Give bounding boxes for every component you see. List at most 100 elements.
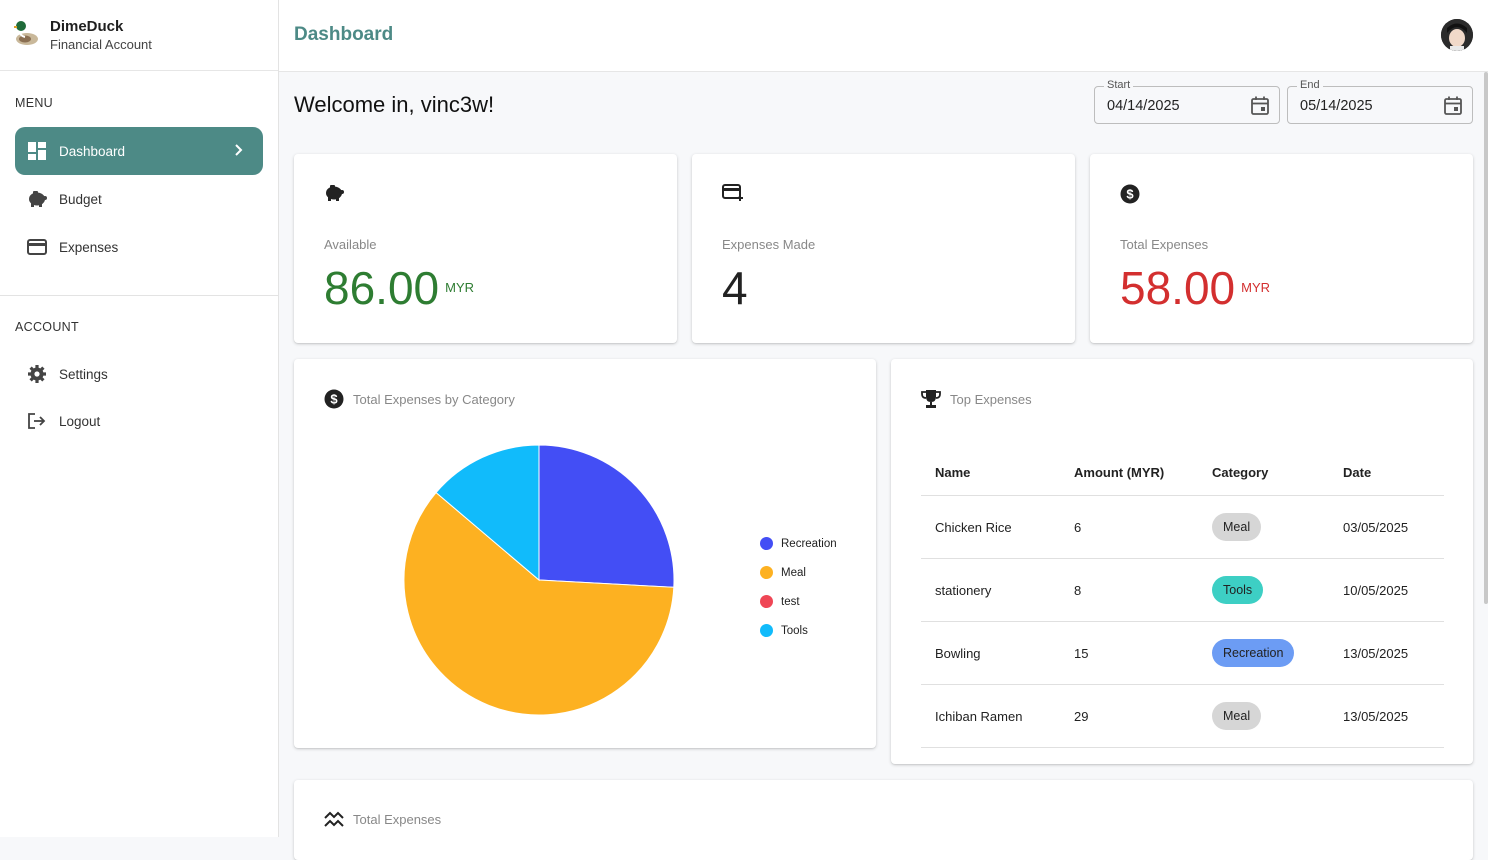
expense-amount: 15 xyxy=(1060,621,1198,685)
top-expenses-card: Top Expenses Name Amount (MYR) Category … xyxy=(891,359,1473,764)
expenses-by-category-card: $ Total Expenses by Category Recreation M… xyxy=(294,359,876,748)
sidebar-item-dashboard[interactable]: Dashboard xyxy=(15,127,263,175)
total-expenses-value-row: 58.00 MYR xyxy=(1120,262,1270,314)
piggy-bank-icon xyxy=(324,184,344,207)
available-value: 86.00 xyxy=(324,262,440,314)
pie-slice-meal[interactable] xyxy=(403,491,675,716)
legend-item-test[interactable]: test xyxy=(760,587,837,616)
column-header-name[interactable]: Name xyxy=(921,449,1060,496)
column-header-amount[interactable]: Amount (MYR) xyxy=(1060,449,1198,496)
column-header-date[interactable]: Date xyxy=(1329,449,1444,496)
legend-label: Tools xyxy=(781,624,808,637)
expense-name: Chicken Rice xyxy=(921,495,1060,559)
brand-name: DimeDuck xyxy=(50,18,124,35)
dollar-circle-icon: $ xyxy=(324,389,344,409)
trend-card-title: Total Expenses xyxy=(353,811,442,827)
top-expenses-title: Top Expenses xyxy=(950,391,1032,407)
top-expenses-header: Top Expenses xyxy=(921,389,1032,409)
pie-slice-recreation[interactable] xyxy=(538,444,675,588)
table-row[interactable]: stationery 8 Tools 10/05/2025 xyxy=(921,558,1444,622)
duck-logo-icon xyxy=(13,18,40,53)
end-date-label: End xyxy=(1297,79,1323,91)
legend-swatch xyxy=(760,595,773,608)
expense-date: 13/05/2025 xyxy=(1329,621,1444,685)
dashboard-icon xyxy=(27,141,47,161)
expense-date: 13/05/2025 xyxy=(1329,684,1444,748)
legend-item-tools[interactable]: Tools xyxy=(760,616,837,645)
column-header-category[interactable]: Category xyxy=(1198,449,1329,496)
legend-swatch xyxy=(760,624,773,637)
available-unit: MYR xyxy=(445,280,475,295)
trend-line-icon xyxy=(324,810,344,828)
sidebar: DimeDuck Financial Account MENU Dashboar… xyxy=(0,0,279,837)
pie-slice-tools[interactable] xyxy=(435,444,540,582)
piggy-bank-icon xyxy=(27,189,47,209)
table-row[interactable]: Chicken Rice 6 Meal 03/05/2025 xyxy=(921,495,1444,559)
account-section-title: ACCOUNT xyxy=(15,320,79,334)
category-chip: Meal xyxy=(1212,513,1262,541)
calendar-icon[interactable] xyxy=(1251,96,1269,120)
logout-icon xyxy=(27,411,47,431)
legend-swatch xyxy=(760,566,773,579)
legend-label: test xyxy=(781,595,800,608)
sidebar-item-label: Budget xyxy=(59,191,102,207)
end-date-field[interactable]: End 05/14/2025 xyxy=(1287,79,1473,124)
expense-name: stationery xyxy=(921,558,1060,622)
sidebar-item-budget[interactable]: Budget xyxy=(15,175,263,223)
legend-swatch xyxy=(760,537,773,550)
start-date-value[interactable]: 04/14/2025 xyxy=(1107,98,1180,114)
top-expenses-table: Name Amount (MYR) Category Date Chicken … xyxy=(921,449,1444,748)
table-row[interactable]: Ichiban Ramen 29 Meal 13/05/2025 xyxy=(921,684,1444,748)
legend-label: Meal xyxy=(781,566,806,579)
pie-card-header: $ Total Expenses by Category xyxy=(324,389,515,409)
sidebar-item-label: Expenses xyxy=(59,239,119,255)
expense-amount: 8 xyxy=(1060,558,1198,622)
start-date-field[interactable]: Start 04/14/2025 xyxy=(1094,79,1280,124)
sidebar-item-expenses[interactable]: Expenses xyxy=(15,223,263,271)
sidebar-item-label: Settings xyxy=(59,366,108,382)
brand-subtitle: Financial Account xyxy=(50,37,152,52)
sidebar-item-settings[interactable]: Settings xyxy=(15,350,263,398)
top-bar: Dashboard xyxy=(279,0,1488,72)
expense-amount: 6 xyxy=(1060,495,1198,559)
sidebar-item-logout[interactable]: Logout xyxy=(15,397,263,445)
expense-date: 10/05/2025 xyxy=(1329,558,1444,622)
total-expenses-unit: MYR xyxy=(1241,280,1271,295)
chevron-right-icon xyxy=(229,141,247,162)
brand: DimeDuck Financial Account xyxy=(0,0,278,71)
expenses-made-card: Expenses Made 4 xyxy=(692,154,1075,343)
legend-item-recreation[interactable]: Recreation xyxy=(760,529,837,558)
category-chip: Recreation xyxy=(1212,639,1295,667)
total-expenses-card: $ Total Expenses 58.00 MYR xyxy=(1090,154,1473,343)
end-date-value[interactable]: 05/14/2025 xyxy=(1300,98,1373,114)
expenses-made-label: Expenses Made xyxy=(722,237,816,252)
category-chip: Tools xyxy=(1212,576,1264,604)
sidebar-item-label: Dashboard xyxy=(59,143,126,159)
sidebar-item-label: Logout xyxy=(59,413,101,429)
welcome-message: Welcome in, vinc3w! xyxy=(294,92,495,117)
legend-item-meal[interactable]: Meal xyxy=(760,558,837,587)
expense-date: 03/05/2025 xyxy=(1329,495,1444,559)
dollar-circle-icon: $ xyxy=(1120,184,1140,209)
expense-name: Bowling xyxy=(921,621,1060,685)
expense-amount: 29 xyxy=(1060,684,1198,748)
table-header-row: Name Amount (MYR) Category Date xyxy=(921,449,1444,496)
gear-icon xyxy=(27,364,47,384)
total-expenses-trend-card: Total Expenses xyxy=(294,780,1473,860)
table-row[interactable]: Bowling 15 Recreation 13/05/2025 xyxy=(921,621,1444,685)
expenses-made-value: 4 xyxy=(722,262,748,314)
available-label: Available xyxy=(324,237,377,252)
available-value-row: 86.00 MYR xyxy=(324,262,474,314)
calendar-icon[interactable] xyxy=(1444,96,1462,120)
trophy-icon xyxy=(921,389,941,409)
start-date-label: Start xyxy=(1104,79,1134,91)
available-card: Available 86.00 MYR xyxy=(294,154,677,343)
avatar[interactable] xyxy=(1441,19,1473,51)
credit-card-plus-icon xyxy=(722,184,744,207)
svg-text:$: $ xyxy=(330,392,338,407)
expense-name: Ichiban Ramen xyxy=(921,684,1060,748)
legend-label: Recreation xyxy=(781,537,837,550)
category-chip: Meal xyxy=(1212,702,1262,730)
menu-section-title: MENU xyxy=(15,96,54,110)
page-scrollbar[interactable] xyxy=(1484,72,1488,604)
